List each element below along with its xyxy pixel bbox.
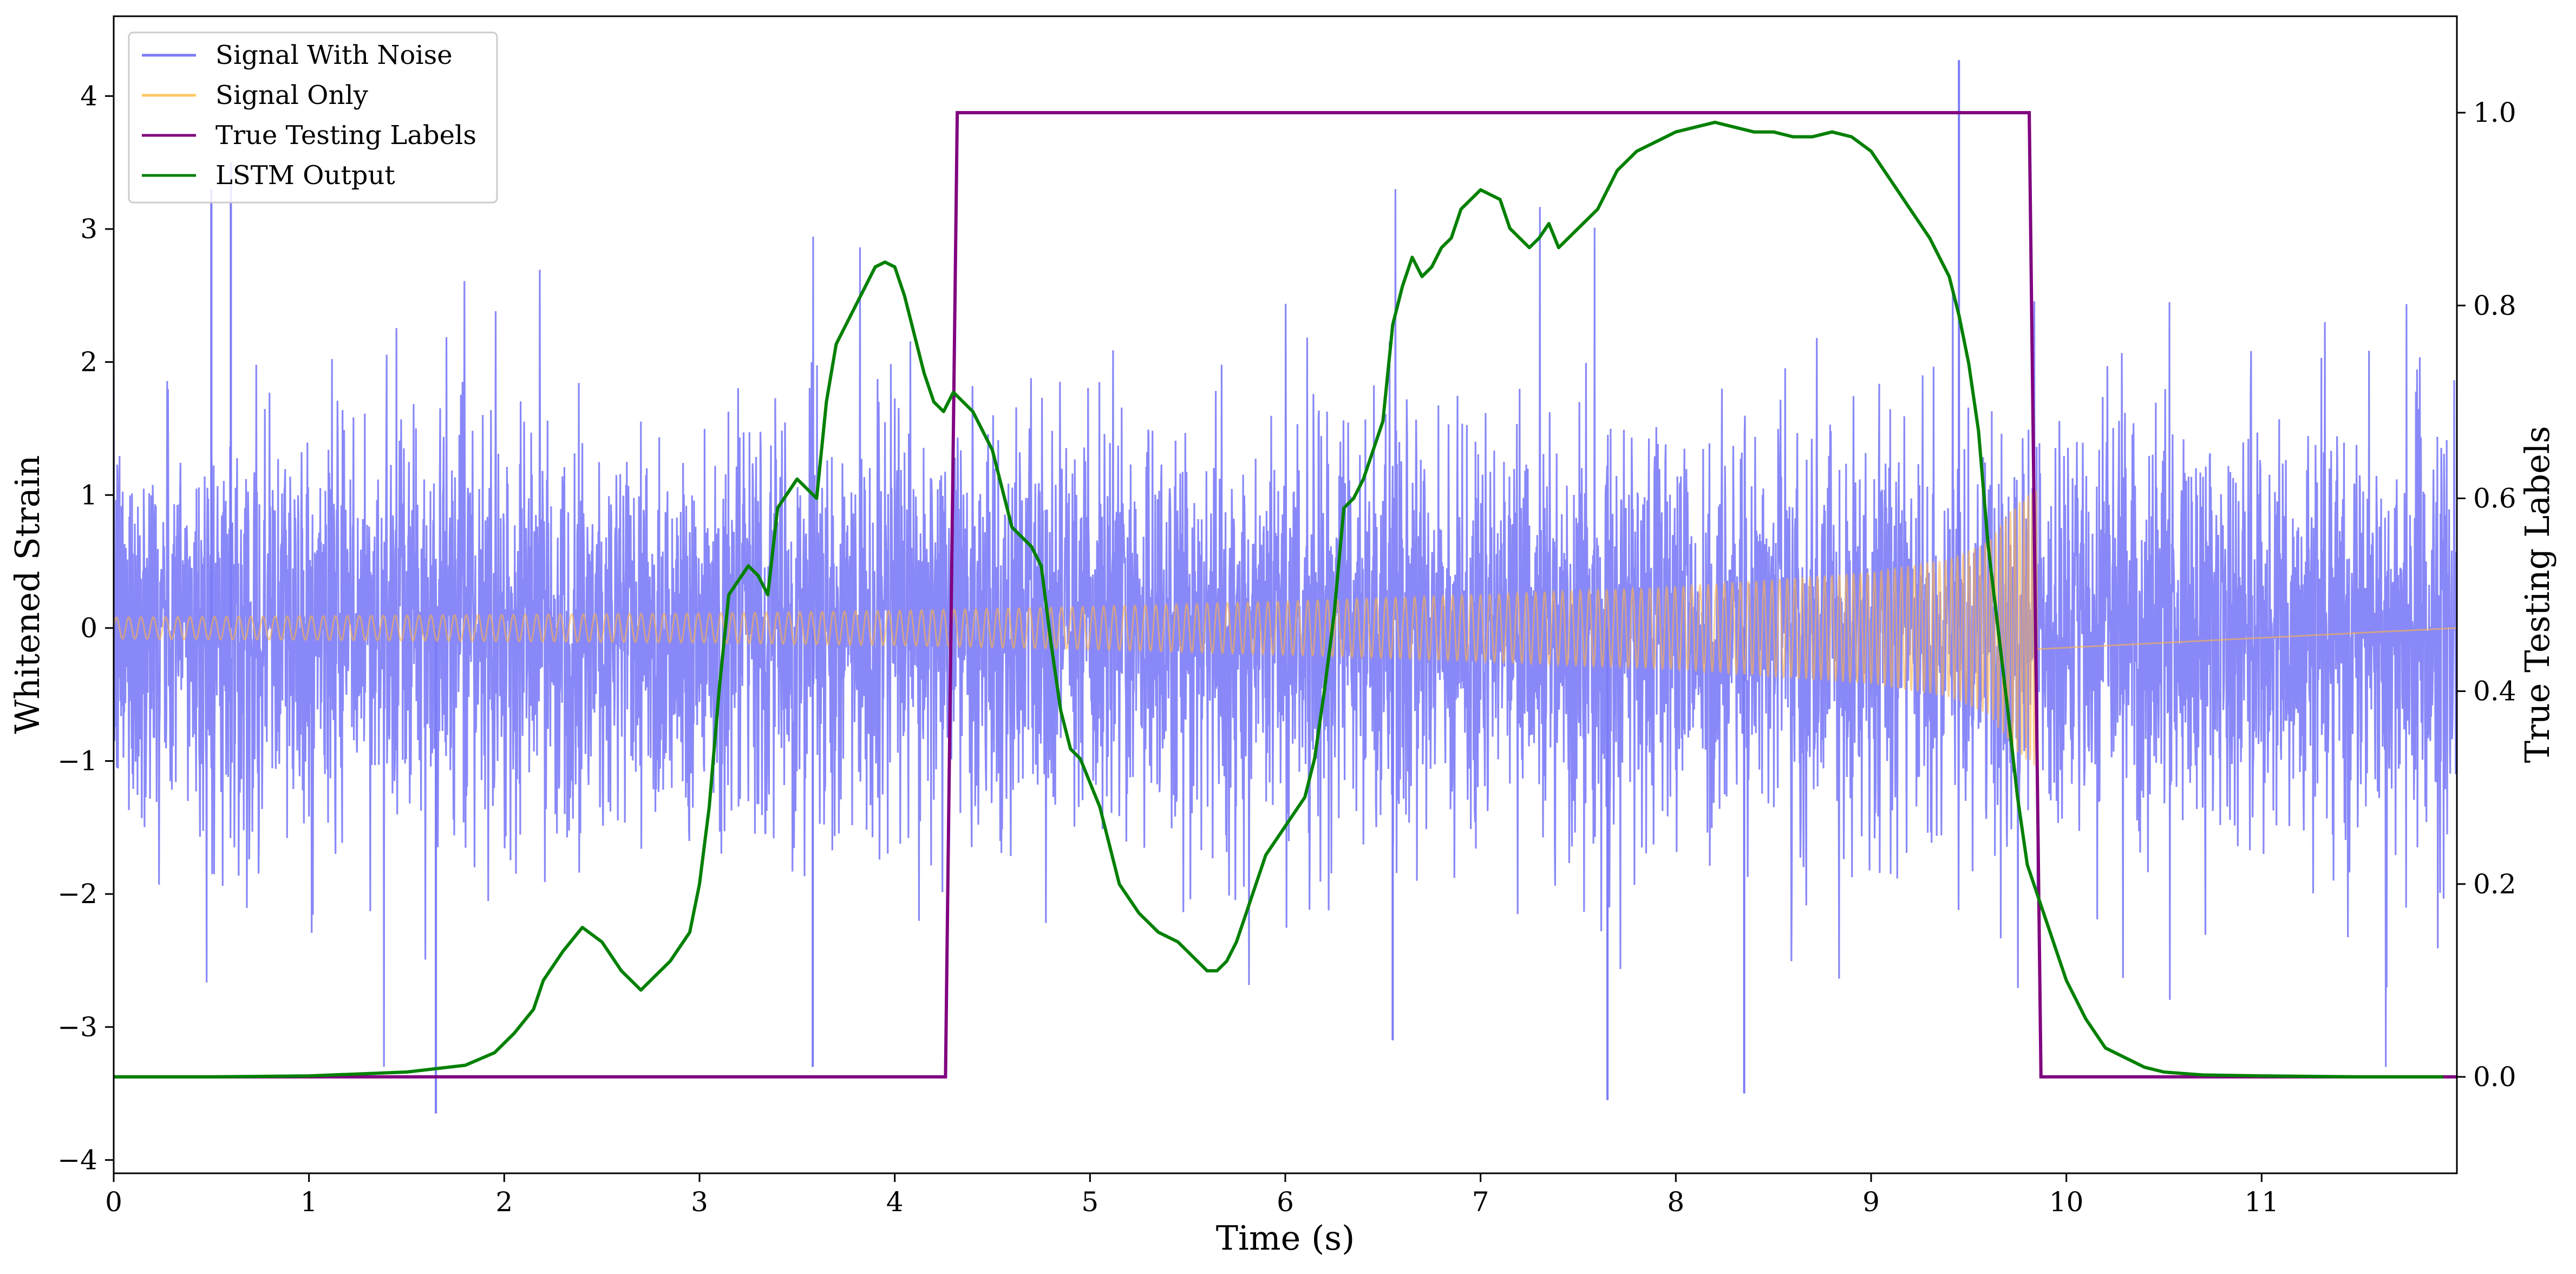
- y-tick-label: −3: [57, 1011, 97, 1043]
- y-tick-label: 3: [80, 213, 97, 245]
- y-tick-label: 4: [80, 80, 97, 112]
- x-tick-label: 1: [300, 1186, 318, 1218]
- series-lstm-output: [114, 120, 2443, 1079]
- x-axis-label: Time (s): [1216, 1218, 1355, 1258]
- legend-box: [128, 31, 498, 204]
- axes-layer: 0 1 2 3 4 5 6 7 8 9 10 11 −4 −3 −2 −1 0 1 2 3 4 0.0 0.2 0.4 0.6 0…: [57, 80, 2516, 1218]
- x-tick-label: 7: [1472, 1186, 1489, 1218]
- y-tick-label: 2: [80, 347, 97, 378]
- y2-tick-label: 0.2: [2473, 868, 2516, 900]
- x-tick-label: 5: [1081, 1186, 1099, 1218]
- legend-label-signal-only: Signal Only: [215, 80, 368, 110]
- x-tick-label: 11: [2245, 1186, 2279, 1218]
- y2-tick-label: 0.6: [2473, 482, 2516, 514]
- y2-tick-label: 0.8: [2473, 290, 2516, 321]
- series-true-testing-labels: [114, 111, 2457, 1079]
- legend-label-true-testing-labels: True Testing Labels: [215, 120, 476, 151]
- y2-tick-label: 0.0: [2473, 1061, 2516, 1093]
- y-axis-label: Whitened Strain: [8, 455, 47, 734]
- y-tick-label: 0: [80, 612, 97, 644]
- y2-tick-label: 0.4: [2473, 676, 2516, 707]
- series-layer: [114, 60, 2457, 1114]
- x-tick-label: 3: [691, 1186, 708, 1218]
- y-tick-label: −2: [57, 878, 97, 910]
- legend-label-signal-with-noise: Signal With Noise: [215, 40, 453, 70]
- y2-axis-label: True Testing Labels: [2518, 426, 2557, 763]
- legend-label-lstm-output: LSTM Output: [215, 160, 395, 191]
- x-tick-label: 0: [105, 1186, 122, 1218]
- y-tick-label: −4: [57, 1144, 97, 1175]
- x-tick-label: 9: [1862, 1186, 1880, 1218]
- x-tick-label: 2: [495, 1186, 513, 1218]
- x-tick-label: 8: [1667, 1186, 1684, 1218]
- x-tick-label: 6: [1277, 1186, 1294, 1218]
- legend: Signal With Noise Signal Only True Testi…: [128, 31, 498, 204]
- y2-tick-label: 1.0: [2473, 97, 2516, 128]
- y-tick-label: 1: [80, 479, 97, 511]
- y-tick-label: −1: [57, 746, 97, 777]
- series-signal-with-noise: [114, 189, 2457, 1067]
- x-tick-label: 4: [886, 1186, 904, 1218]
- x-tick-label: 10: [2049, 1186, 2084, 1218]
- series-signal-only: [114, 490, 2457, 766]
